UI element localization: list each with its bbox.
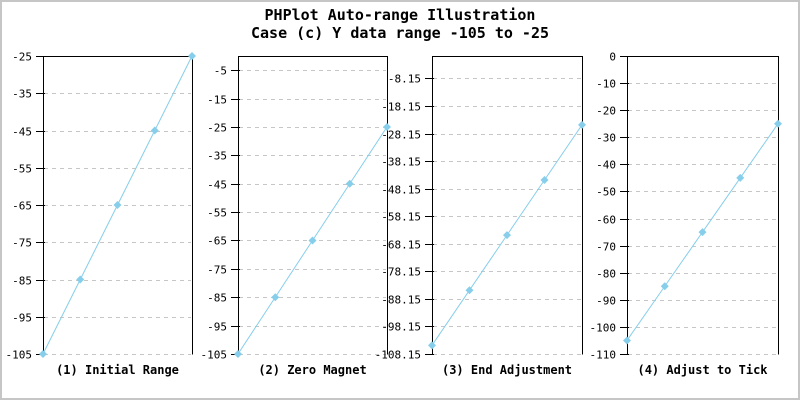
- y-tick-label: -78.15: [381, 266, 421, 279]
- y-tick-label: -45: [207, 179, 227, 192]
- data-point-marker: [39, 350, 47, 358]
- y-tick-label: -45: [12, 126, 32, 139]
- data-point-marker: [308, 236, 317, 245]
- y-tick-label: -85: [12, 275, 32, 288]
- data-point-marker: [234, 350, 242, 358]
- y-tick-label: -10: [596, 78, 616, 91]
- chart-4: 0 -10 -20 -30 -40 -50 -60 -70 -80 -90 -100 -110 (4) …: [590, 51, 782, 377]
- y-tick-label: -55: [12, 163, 32, 176]
- y-tick-label: -85: [207, 292, 227, 305]
- y-tick-label: -20: [596, 105, 616, 118]
- chart-1: -25 -35 -45 -55 -65 -75 -85 -95 -105 (1) Initial …: [6, 51, 196, 377]
- y-tick-label: -68.15: [381, 239, 421, 252]
- plot-title: PHPlot Auto-range Illustration: [264, 6, 536, 24]
- y-tick-label: -75: [207, 264, 227, 277]
- y-tick-label: -25: [207, 122, 227, 135]
- data-point-marker: [578, 120, 586, 129]
- data-point-marker: [113, 201, 122, 209]
- y-tick-label: -100: [590, 322, 617, 335]
- y-tick-label: -60: [596, 214, 616, 227]
- y-tick-label: -98.15: [381, 321, 421, 334]
- y-tick-label: -80: [596, 268, 616, 281]
- y-tick-label: -8.15: [388, 73, 421, 86]
- plot-subtitle: Case (c) Y data range -105 to -25: [250, 24, 549, 42]
- data-point-marker: [465, 286, 474, 295]
- y-tick-label: -15: [207, 94, 227, 107]
- plot-frame: [238, 56, 388, 355]
- plot-frame: [627, 56, 779, 355]
- y-tick-label: -105: [6, 349, 33, 362]
- y-tick-label: -108.15: [375, 349, 421, 362]
- y-tick-label: -110: [590, 349, 617, 362]
- data-point-marker: [150, 126, 159, 135]
- y-tick-label: -95: [12, 312, 32, 325]
- data-point-marker: [540, 175, 549, 184]
- y-tick-label: -28.15: [381, 129, 421, 142]
- data-point-marker: [698, 228, 707, 237]
- y-tick-label: -95: [207, 321, 227, 334]
- data-point-marker: [271, 293, 280, 302]
- y-tick-label: -30: [596, 132, 616, 145]
- y-tick-label: -40: [596, 159, 616, 172]
- y-tick-label: -48.15: [381, 184, 421, 197]
- plot-frame: [43, 56, 193, 355]
- y-tick-label: -105: [201, 349, 228, 362]
- y-tick-label: -88.15: [381, 294, 421, 307]
- y-tick-label: -70: [596, 241, 616, 254]
- title-block: PHPlot Auto-range Illustration Case (c) …: [2, 6, 798, 42]
- chart-caption-2: (2) Zero Magnet: [258, 363, 366, 377]
- y-tick-label: -35: [207, 150, 227, 163]
- chart-2: -5 -15 -25 -35 -45 -55 -65 -75 -85 -95 -105 (2) Zer…: [201, 56, 391, 377]
- data-point-marker: [383, 122, 391, 131]
- data-point-marker: [76, 275, 85, 284]
- y-tick-label: -55: [207, 207, 227, 220]
- y-tick-label: -5: [214, 65, 227, 78]
- y-tick-label: 0: [609, 51, 616, 64]
- plot-frame: [432, 56, 583, 355]
- y-tick-label: -50: [596, 186, 616, 199]
- y-tick-label: -58.15: [381, 211, 421, 224]
- data-point-marker: [623, 336, 631, 345]
- data-point-marker: [428, 341, 436, 350]
- y-tick-label: -75: [12, 237, 32, 250]
- y-tick-label: -65: [207, 235, 227, 248]
- y-tick-label: -38.15: [381, 156, 421, 169]
- y-tick-label: -25: [12, 51, 32, 64]
- chart-3: -8.15 -18.15 -28.15 -38.15 -48.15 -58.15 -68.1…: [375, 56, 586, 377]
- chart-caption-1: (1) Initial Range: [56, 363, 179, 377]
- y-tick-label: -90: [596, 295, 616, 308]
- y-tick-label: -35: [12, 88, 32, 101]
- data-point-marker: [188, 52, 196, 60]
- data-point-marker: [736, 173, 745, 182]
- data-point-marker: [503, 231, 511, 240]
- chart-caption-3: (3) End Adjustment: [442, 363, 572, 377]
- data-point-marker: [774, 119, 782, 128]
- y-tick-label: -65: [12, 200, 32, 213]
- data-point-marker: [345, 179, 354, 188]
- chart-caption-4: (4) Adjust to Tick: [637, 363, 768, 377]
- y-tick-label: -18.15: [381, 101, 421, 114]
- data-point-marker: [660, 282, 669, 291]
